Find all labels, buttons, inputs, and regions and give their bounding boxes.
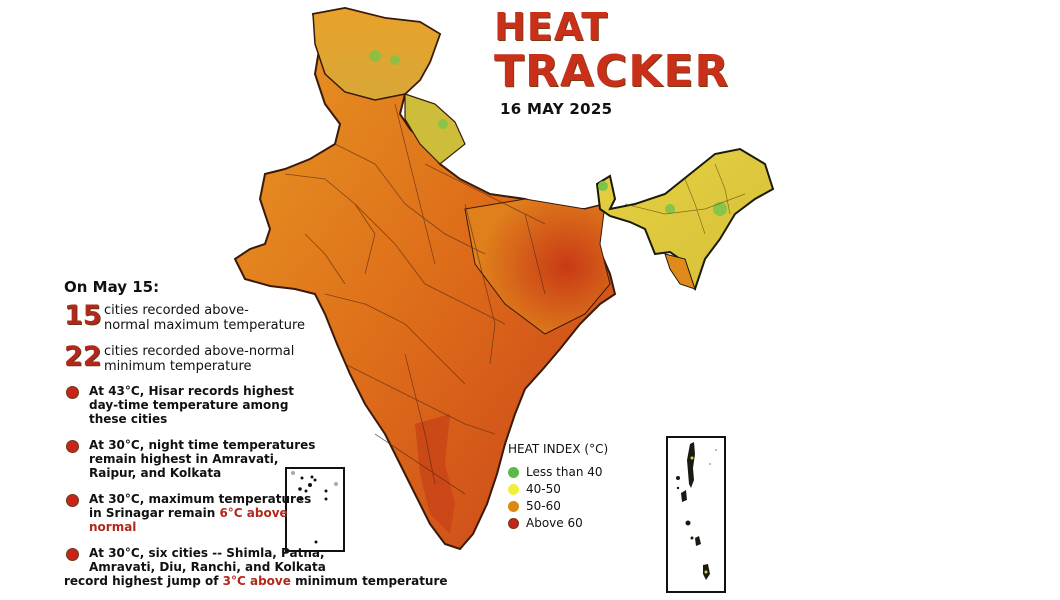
title-block: HEAT TRACKER 16 MAY 2025 [494,8,729,118]
bullet-line: At 30°C, maximum temperatures [89,492,312,506]
stat-text-line: cities recorded above- [104,303,249,318]
legend-label: Above 60 [526,516,583,530]
bullet-line: in Srinagar remain 6°C above [89,506,311,520]
bullet-line: At 43°C, Hisar records highest [89,384,294,398]
bullet-night-temp: At 30°C, night time temperatures remain … [64,438,424,480]
stat-min-temp: 22 cities recorded above-normal minimum … [64,343,424,374]
stats-panel: On May 15: 15 cities recorded above- nor… [64,278,448,600]
bullet-dot-icon [66,440,79,453]
legend-item-50-60: 50-60 [508,499,608,513]
northeast-india [595,147,775,291]
bullet-text: At 43°C, Hisar records highest day-time … [89,384,294,426]
bullet-text: At 30°C, six cities -- Shimla, Patna, Am… [64,546,448,588]
bullet-srinagar: At 30°C, maximum temperatures in Srinaga… [64,492,424,534]
legend-item-40-50: 40-50 [508,482,608,496]
stat-max-temp: 15 cities recorded above- normal maximum… [64,302,424,333]
bullet-line: day-time temperature among [89,398,289,412]
stat-text: cities recorded above-normal minimum tem… [104,344,294,374]
legend-title: HEAT INDEX (°C) [508,442,609,456]
bullet-hisar: At 43°C, Hisar records highest day-time … [64,384,424,426]
title-tracker: TRACKER [494,46,730,97]
title-heat: HEAT [494,5,609,49]
title-date: 16 MAY 2025 [500,100,613,118]
bullet-six-cities: At 30°C, six cities -- Shimla, Patna, Am… [64,546,448,588]
legend-item-above-60: Above 60 [508,516,608,530]
mainland-india [233,6,617,551]
bullet-line-text: in Srinagar remain [89,506,220,520]
lakshadweep-islands [291,471,338,544]
legend-label: 50-60 [526,499,561,513]
bullet-line: At 30°C, night time temperatures [89,438,316,452]
red-dot-icon [508,517,519,529]
stat-text-line: minimum temperature [104,359,252,374]
legend-item-less-than-40: Less than 40 [508,465,608,479]
green-dot-icon [508,466,519,478]
stat-number: 15 [64,300,102,331]
stat-text: cities recorded above- normal maximum te… [104,303,305,333]
highlight-text: normal [89,520,137,534]
highlight-text: 3°C above [222,574,291,588]
india-heat-map [233,6,775,551]
bullet-line: remain highest in Amravati, [89,452,279,466]
bullet-line: At 30°C, six cities -- Shimla, Patna, [89,546,325,560]
bullet-line: Amravati, Diu, Ranchi, and Kolkata [89,560,326,574]
andaman-nicobar-islands [676,442,717,580]
orange-dot-icon [508,500,519,512]
lakshadweep-inset [285,467,345,552]
bullet-line-text: minimum temperature [290,574,448,588]
bullet-line: these cities [89,412,168,426]
bullet-line-text: record highest jump of [64,574,223,588]
andaman-nicobar-inset [666,436,726,593]
stat-text-line: normal maximum temperature [104,318,306,333]
stat-text-line: cities recorded above-normal [104,344,295,359]
bullet-line: Raipur, and Kolkata [89,466,222,480]
bullet-dot-icon [66,386,79,399]
yellow-dot-icon [508,483,519,495]
legend-label: Less than 40 [526,465,603,479]
bullet-dot-icon [66,548,79,561]
bullet-text: At 30°C, maximum temperatures in Srinaga… [89,492,311,534]
bullet-text: At 30°C, night time temperatures remain … [89,438,315,480]
stats-heading: On May 15: [64,278,160,296]
legend-label: 40-50 [526,482,561,496]
stat-number: 22 [64,341,102,372]
highlight-text: 6°C above [219,506,288,520]
heat-index-legend: HEAT INDEX (°C) Less than 40 40-50 50-60… [508,442,608,533]
bullet-line: record highest jump of 3°C above minimum… [64,574,448,588]
bullet-dot-icon [66,494,79,507]
